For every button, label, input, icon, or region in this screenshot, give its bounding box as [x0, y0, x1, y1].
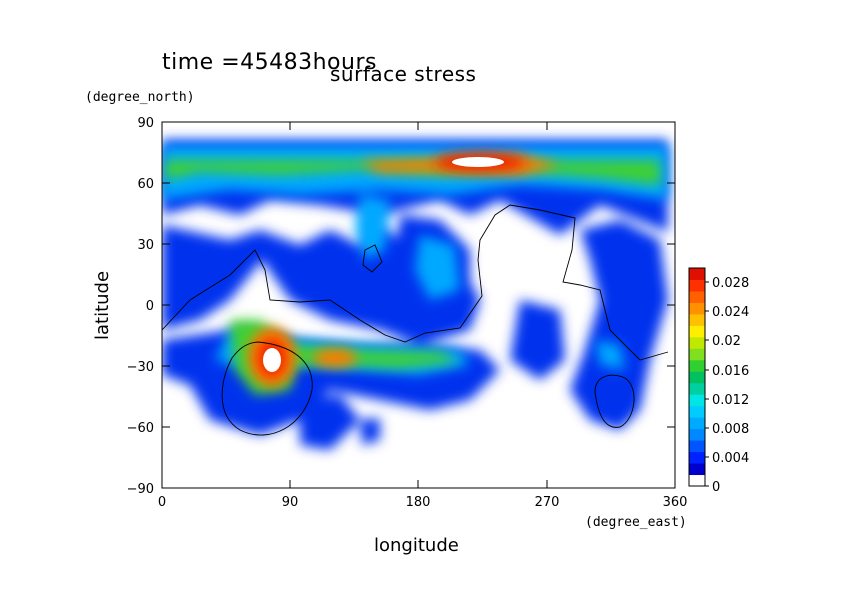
colorbar-segment	[689, 394, 705, 407]
x-tick-label: 180	[406, 495, 431, 510]
chart-title: surface stress	[330, 62, 477, 86]
x-ticks	[161, 122, 676, 488]
colorbar-segment	[689, 279, 705, 292]
colorbar-label: 0.02	[712, 334, 741, 349]
y-tick-label: −30	[127, 360, 154, 375]
colorbar-segment	[689, 474, 705, 487]
y-unit-label: (degree_north)	[85, 90, 195, 105]
saturated-core-south	[263, 348, 281, 372]
x-tick-label: 0	[158, 495, 166, 510]
y-tick-label: −60	[127, 421, 154, 436]
x-tick-label: 90	[282, 495, 299, 510]
stress-field	[162, 140, 668, 450]
colorbar-label: 0	[712, 480, 720, 495]
x-tick-label: 360	[663, 495, 688, 510]
colorbar	[689, 268, 705, 487]
saturated-core-north	[452, 157, 504, 167]
colorbar-label: 0.028	[712, 276, 749, 291]
colorbar-segment	[689, 290, 705, 303]
x-unit-label: (degree_east)	[585, 515, 687, 530]
x-tick-label: 270	[535, 495, 560, 510]
y-tick-label: 90	[137, 116, 154, 131]
colorbar-segment	[689, 451, 705, 464]
colorbar-label: 0.004	[712, 451, 749, 466]
colorbar-segment	[689, 359, 705, 372]
colorbar-segment	[689, 336, 705, 349]
colorbar-segment	[689, 428, 705, 441]
coastline	[162, 204, 669, 436]
colorbar-segment	[689, 302, 705, 315]
colorbar-segment	[689, 463, 705, 476]
colorbar-segment	[689, 268, 705, 280]
y-tick-label: 30	[137, 238, 154, 253]
colorbar-label: 0.012	[712, 393, 749, 408]
colorbar-label: 0.024	[712, 305, 749, 320]
colorbar-frame	[688, 267, 706, 487]
colorbar-segment	[689, 440, 705, 453]
colorbar-segment	[689, 382, 705, 395]
colorbar-segment	[689, 313, 705, 326]
colorbar-segment	[689, 325, 705, 338]
colorbar-label: 0.008	[712, 422, 749, 437]
y-tick-label: 0	[146, 299, 154, 314]
colorbar-segment	[689, 371, 705, 384]
colorbar-segment	[689, 348, 705, 361]
y-tick-label: 60	[137, 177, 154, 192]
colorbar-ticks	[705, 281, 709, 487]
colorbar-segment	[689, 405, 705, 418]
time-label: time =45483hours	[162, 50, 377, 75]
y-ticks	[162, 121, 675, 489]
colorbar-segment	[689, 417, 705, 430]
y-tick-label: −90	[127, 482, 154, 497]
colorbar-label: 0.016	[712, 364, 749, 379]
x-axis-label: longitude	[374, 535, 459, 556]
